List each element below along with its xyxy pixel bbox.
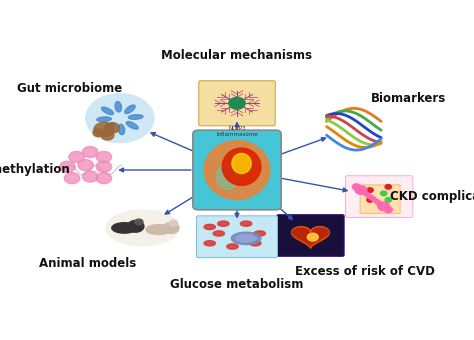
Ellipse shape: [204, 224, 215, 230]
Text: DNA methylation: DNA methylation: [0, 164, 69, 176]
FancyBboxPatch shape: [199, 81, 275, 126]
Circle shape: [378, 202, 390, 211]
Ellipse shape: [105, 123, 115, 131]
Ellipse shape: [213, 231, 225, 236]
Polygon shape: [293, 227, 328, 247]
Ellipse shape: [216, 164, 239, 189]
Circle shape: [82, 147, 98, 158]
FancyBboxPatch shape: [197, 216, 277, 258]
Circle shape: [320, 103, 388, 152]
Circle shape: [381, 191, 387, 195]
Text: Gut microbiome: Gut microbiome: [17, 82, 122, 95]
Circle shape: [96, 161, 112, 172]
Circle shape: [86, 94, 154, 142]
Ellipse shape: [101, 107, 113, 115]
Circle shape: [135, 219, 143, 225]
Circle shape: [96, 173, 112, 184]
Ellipse shape: [240, 221, 252, 226]
Circle shape: [169, 220, 178, 226]
Circle shape: [82, 171, 98, 182]
FancyBboxPatch shape: [193, 130, 281, 210]
Circle shape: [78, 159, 93, 171]
Ellipse shape: [232, 153, 251, 173]
Circle shape: [128, 220, 144, 232]
Circle shape: [367, 188, 373, 192]
Circle shape: [94, 122, 114, 137]
Circle shape: [307, 233, 318, 241]
Ellipse shape: [254, 231, 265, 236]
Ellipse shape: [97, 117, 111, 122]
Circle shape: [93, 129, 104, 137]
Circle shape: [352, 184, 361, 190]
Ellipse shape: [227, 244, 238, 249]
Circle shape: [105, 123, 119, 133]
Ellipse shape: [128, 115, 143, 119]
FancyBboxPatch shape: [277, 215, 344, 256]
Ellipse shape: [204, 241, 215, 246]
Ellipse shape: [126, 122, 138, 129]
Ellipse shape: [236, 235, 256, 242]
Ellipse shape: [222, 148, 261, 185]
Circle shape: [96, 151, 112, 163]
Text: Molecular mechanisms: Molecular mechanisms: [162, 49, 312, 63]
Ellipse shape: [125, 105, 135, 114]
Circle shape: [229, 97, 245, 109]
Circle shape: [384, 207, 392, 212]
Circle shape: [367, 198, 373, 202]
Circle shape: [355, 186, 367, 194]
Text: CKD complications: CKD complications: [391, 190, 474, 203]
Ellipse shape: [54, 150, 118, 190]
Ellipse shape: [204, 140, 270, 200]
FancyBboxPatch shape: [360, 185, 400, 214]
Circle shape: [60, 161, 75, 172]
Text: NLRP3
inflammasome: NLRP3 inflammasome: [216, 126, 258, 137]
Ellipse shape: [218, 221, 229, 226]
Ellipse shape: [112, 223, 137, 233]
Text: Excess of risk of CVD: Excess of risk of CVD: [295, 265, 435, 278]
Ellipse shape: [249, 241, 261, 246]
FancyBboxPatch shape: [346, 176, 413, 218]
Circle shape: [385, 198, 392, 202]
Circle shape: [164, 222, 179, 234]
Circle shape: [385, 185, 392, 189]
Ellipse shape: [106, 210, 179, 246]
Text: Animal models: Animal models: [39, 257, 137, 270]
Circle shape: [101, 131, 114, 140]
Circle shape: [69, 151, 84, 163]
Ellipse shape: [118, 124, 125, 135]
Text: Biomarkers: Biomarkers: [371, 92, 446, 105]
Ellipse shape: [231, 232, 261, 244]
Ellipse shape: [115, 102, 121, 112]
Text: Glucose metabolism: Glucose metabolism: [170, 277, 304, 291]
Circle shape: [376, 201, 383, 205]
Circle shape: [64, 173, 80, 184]
Ellipse shape: [146, 225, 171, 235]
